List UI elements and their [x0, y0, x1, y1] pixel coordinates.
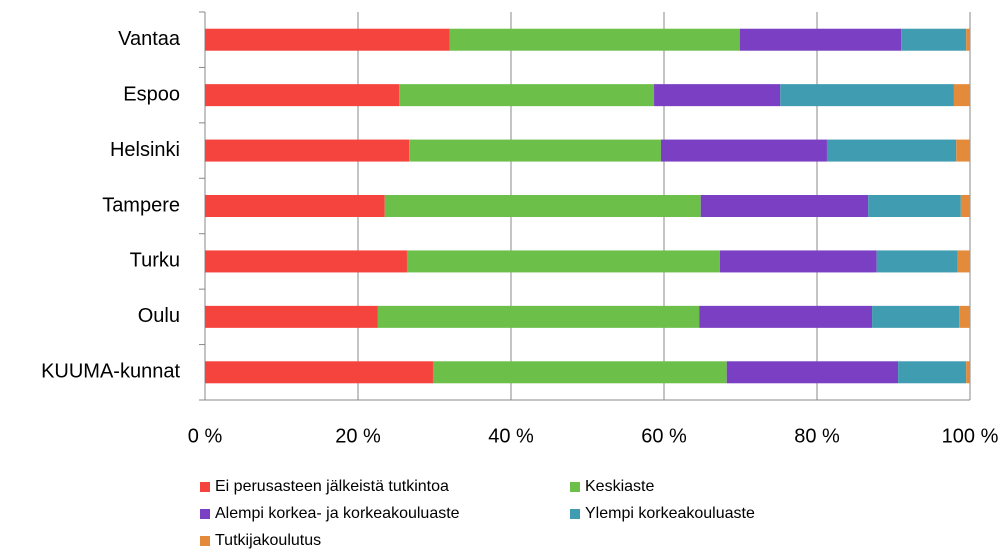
bar-segment — [957, 250, 970, 273]
bar-segment — [700, 195, 869, 217]
bar-segment — [868, 195, 961, 217]
bar-segment — [432, 361, 727, 384]
legend-label: Tutkijakoulutus — [215, 532, 321, 549]
y-tick-label: Tampere — [102, 194, 180, 216]
bar-segment — [654, 84, 781, 107]
bar-segment — [409, 139, 661, 162]
legend-swatch — [570, 509, 580, 519]
bar-segment — [205, 250, 407, 273]
legend-label: Keskiaste — [585, 478, 654, 495]
bar-segment — [826, 139, 957, 162]
bar-segment — [406, 250, 720, 273]
y-tick-label: Oulu — [138, 305, 180, 327]
bar-segment — [384, 195, 701, 217]
bar-segment — [876, 250, 958, 273]
bar-segment — [966, 361, 970, 384]
bar-segment — [399, 84, 655, 107]
bar-segment — [726, 361, 899, 384]
bar-segment — [780, 84, 954, 107]
y-tick-label: Espoo — [123, 83, 180, 105]
bar-segment — [959, 305, 970, 328]
y-tick-label: Helsinki — [110, 139, 180, 161]
x-tick-label: 80 % — [794, 425, 840, 447]
legend-swatch — [200, 482, 210, 492]
bar-segment — [960, 195, 970, 217]
y-tick-label: Vantaa — [118, 28, 181, 50]
bar-segment — [205, 28, 450, 51]
bar-segment — [898, 361, 967, 384]
bar-segment — [205, 195, 385, 217]
bar-segment — [872, 305, 960, 328]
bar-segment — [205, 361, 433, 384]
bar-segment — [377, 305, 700, 328]
bar-segment — [699, 305, 873, 328]
y-tick-label: Turku — [130, 250, 180, 272]
legend-swatch — [200, 509, 210, 519]
x-tick-label: 60 % — [641, 425, 687, 447]
bar-segment — [953, 84, 970, 107]
legend-swatch — [200, 536, 210, 546]
legend-label: Ylempi korkeakouluaste — [585, 505, 755, 522]
bar-segment — [205, 305, 378, 328]
bar-segment — [719, 250, 877, 273]
bar-segment — [966, 28, 970, 51]
bar-segment — [901, 28, 967, 51]
x-tick-label: 0 % — [188, 425, 223, 447]
bar-segment — [205, 84, 400, 107]
legend-label: Ei perusasteen jälkeistä tutkintoa — [215, 478, 449, 495]
x-tick-label: 100 % — [942, 425, 999, 447]
x-tick-label: 20 % — [335, 425, 381, 447]
y-tick-label: KUUMA-kunnat — [41, 361, 180, 383]
bar-segment — [660, 139, 827, 162]
bar-segment — [449, 28, 740, 51]
bar-segment — [739, 28, 902, 51]
legend-swatch — [570, 482, 580, 492]
legend-label: Alempi korkea- ja korkeakouluaste — [215, 505, 460, 522]
bar-segment — [205, 139, 410, 162]
bar-segment — [956, 139, 970, 162]
x-tick-label: 40 % — [488, 425, 534, 447]
